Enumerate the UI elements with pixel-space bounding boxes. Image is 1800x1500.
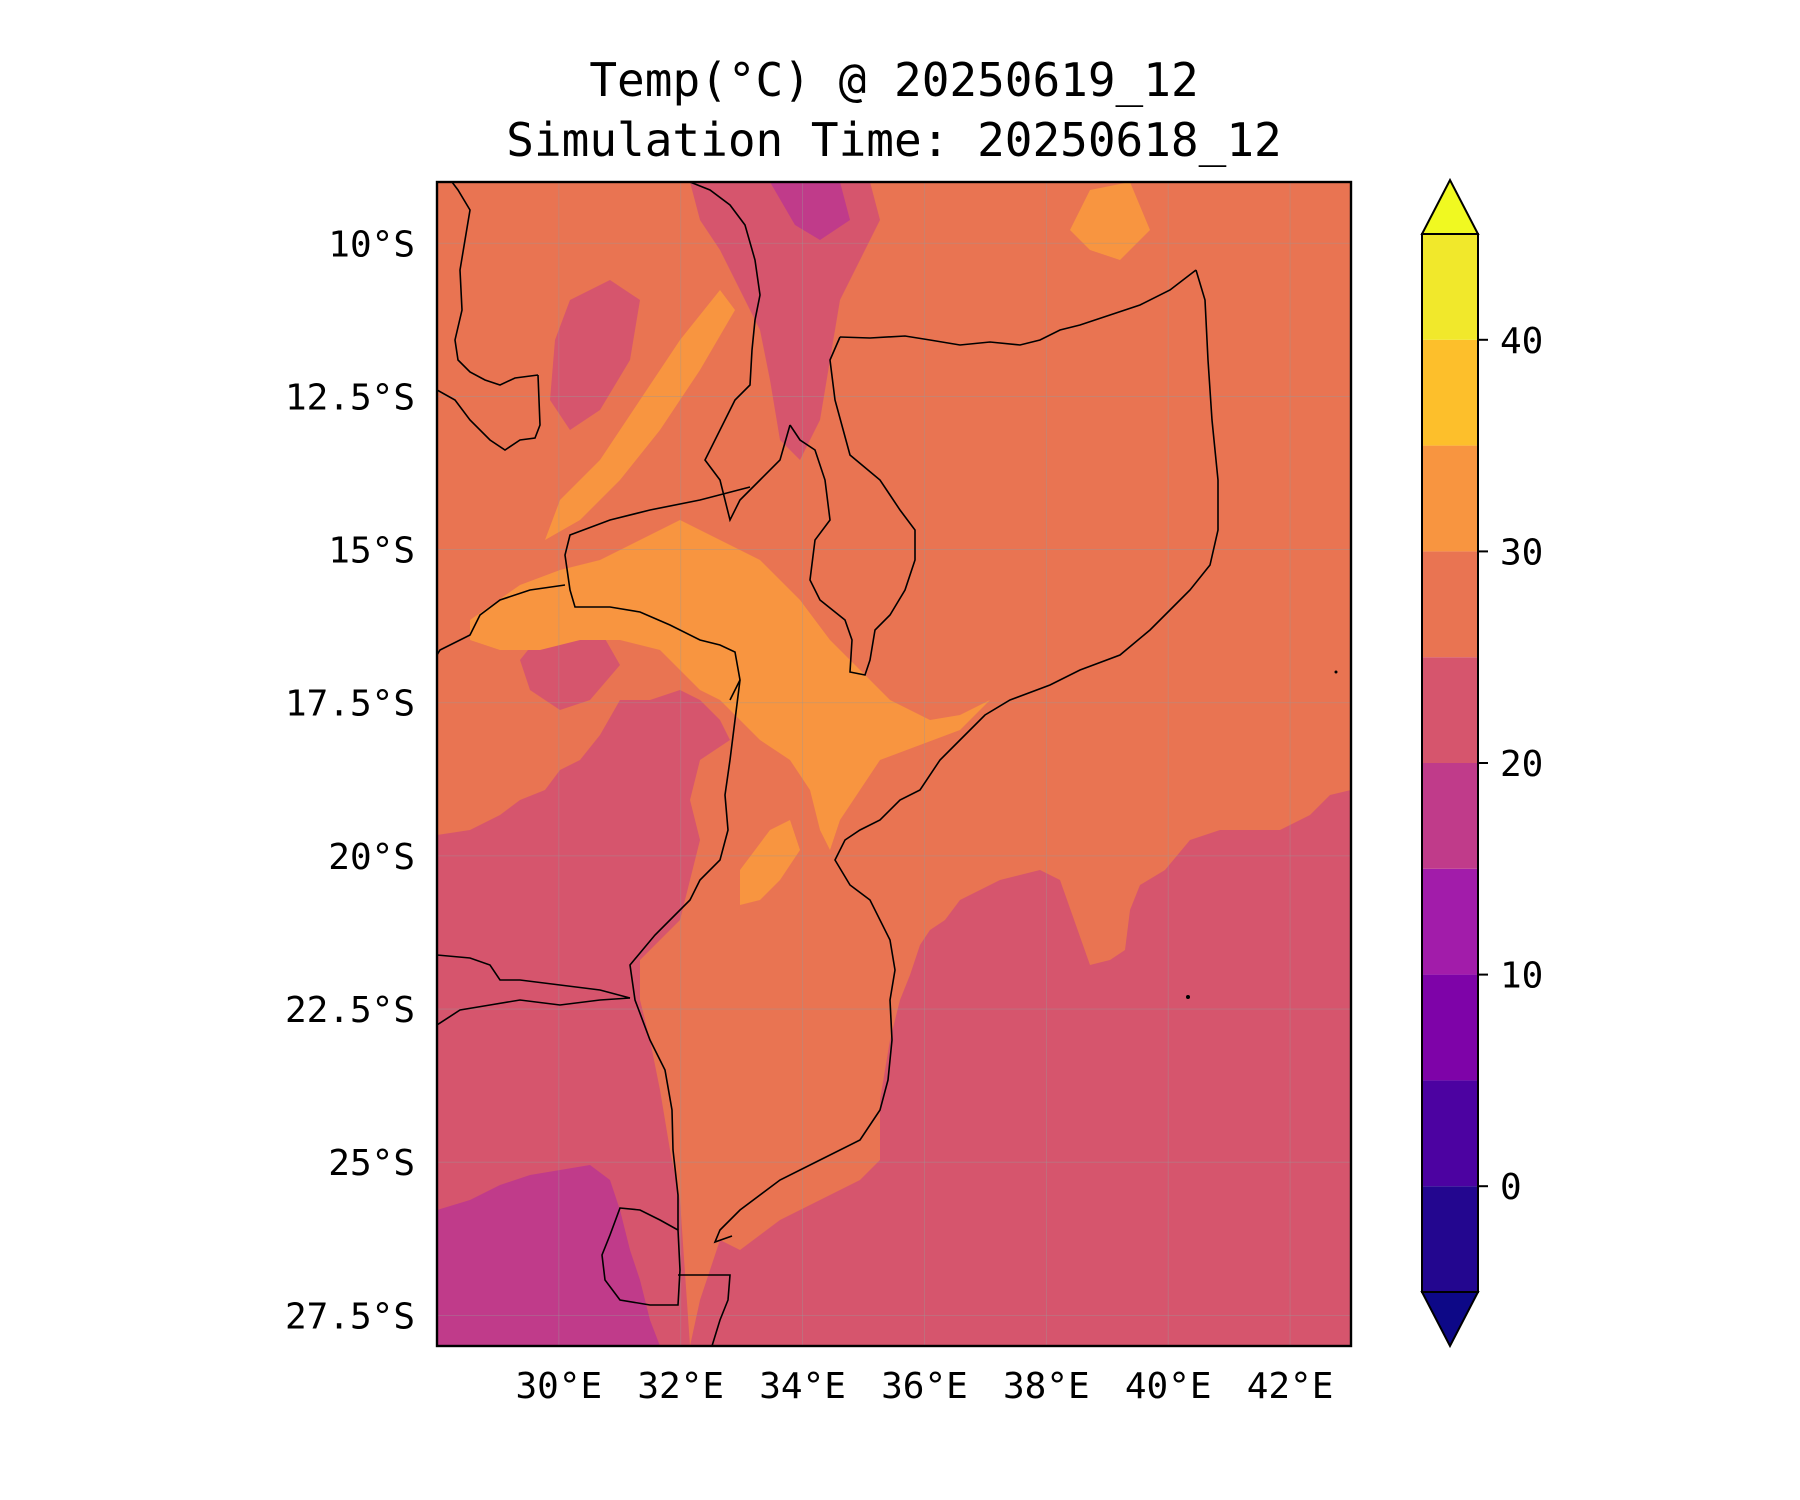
border-malawi-west [689,182,791,523]
map-frame [435,180,1353,1348]
x-tick-label: 32°E [637,1366,724,1407]
map-gridlines [437,182,1351,1346]
map-panel [437,182,1351,1346]
colorbar-segment [1422,868,1478,975]
colorbar-segment [1422,1186,1478,1292]
coastline [713,269,1219,1244]
island-dot [1334,670,1338,674]
border-south-africa-north [437,954,631,999]
x-tick-label: 34°E [759,1366,846,1407]
y-tick-label: 25°S [328,1143,415,1184]
colorbar-tick-label: 0 [1500,1167,1522,1208]
island-dot [1186,995,1190,999]
colorbar-segment [1422,551,1478,658]
map-title-line1: Temp(°C) @ 20250619_12 [589,53,1198,107]
temperature-field-cool-north2 [550,280,640,430]
temperature-field-hot-south [740,820,800,905]
border-eswatini [601,1207,681,1306]
y-axis-ticks: 10°S 12.5°S 15°S 17.5°S 20°S 22.5°S 25°S 27.5°S [285,224,415,1337]
y-tick-label: 10°S [328,224,415,265]
temperature-field-cool-south [690,790,1351,1346]
temperature-field-cool-north [690,182,880,460]
temperature-field-hot-band [470,520,990,850]
colorbar-under-triangle [1420,1291,1480,1349]
colorbar-tick-label: 30 [1500,532,1543,573]
border-tanzania-mozambique [839,269,1197,346]
colorbar-segment [1422,657,1478,763]
y-tick-label: 12.5°S [285,377,415,418]
y-tick-label: 20°S [328,837,415,878]
colorbar-segment [1422,445,1478,552]
x-tick-label: 36°E [881,1366,968,1407]
colorbar-tick-label: 10 [1500,956,1543,997]
y-tick-label: 27.5°S [285,1296,415,1337]
border-zambia-tanzania [729,679,741,701]
temperature-field-cool-north3 [770,182,850,240]
y-tick-label: 17.5°S [285,684,415,725]
colorbar-segment [1422,234,1478,340]
colorbar: 0 10 20 30 40 [1420,177,1543,1349]
colorbar-segment [1422,1080,1478,1187]
border-zimbabwe-zambia [437,584,566,656]
x-tick-label: 40°E [1125,1366,1212,1407]
temperature-field-hot-ridge [545,290,735,540]
border-angola-zambia [437,374,541,451]
border-south-mozambique [678,1274,731,1346]
colorbar-segment [1422,339,1478,446]
colorbar-segment [1422,974,1478,1081]
border-zambia-mozambique [564,486,751,1230]
border-drc-zambia [451,182,539,386]
x-tick-label: 38°E [1003,1366,1090,1407]
colorbar-over-triangle [1420,177,1480,235]
x-axis-ticks: 30°E 32°E 34°E 36°E 38°E 40°E 42°E [516,1366,1334,1407]
border-malawi-east [789,336,916,676]
y-tick-label: 22.5°S [285,990,415,1031]
colorbar-tick-label: 20 [1500,744,1543,785]
map-title-line2: Simulation Time: 20250618_12 [506,113,1281,167]
temperature-field-coolest-sw [437,1165,660,1346]
x-tick-label: 30°E [516,1366,603,1407]
y-tick-label: 15°S [328,531,415,572]
colorbar-segment [1422,763,1478,869]
country-borders [437,182,1219,1346]
colorbar-tick-label: 40 [1500,321,1543,362]
x-tick-label: 42°E [1247,1366,1334,1407]
temperature-field-hot-north-east [1070,182,1150,260]
border-limpopo [437,997,631,1026]
